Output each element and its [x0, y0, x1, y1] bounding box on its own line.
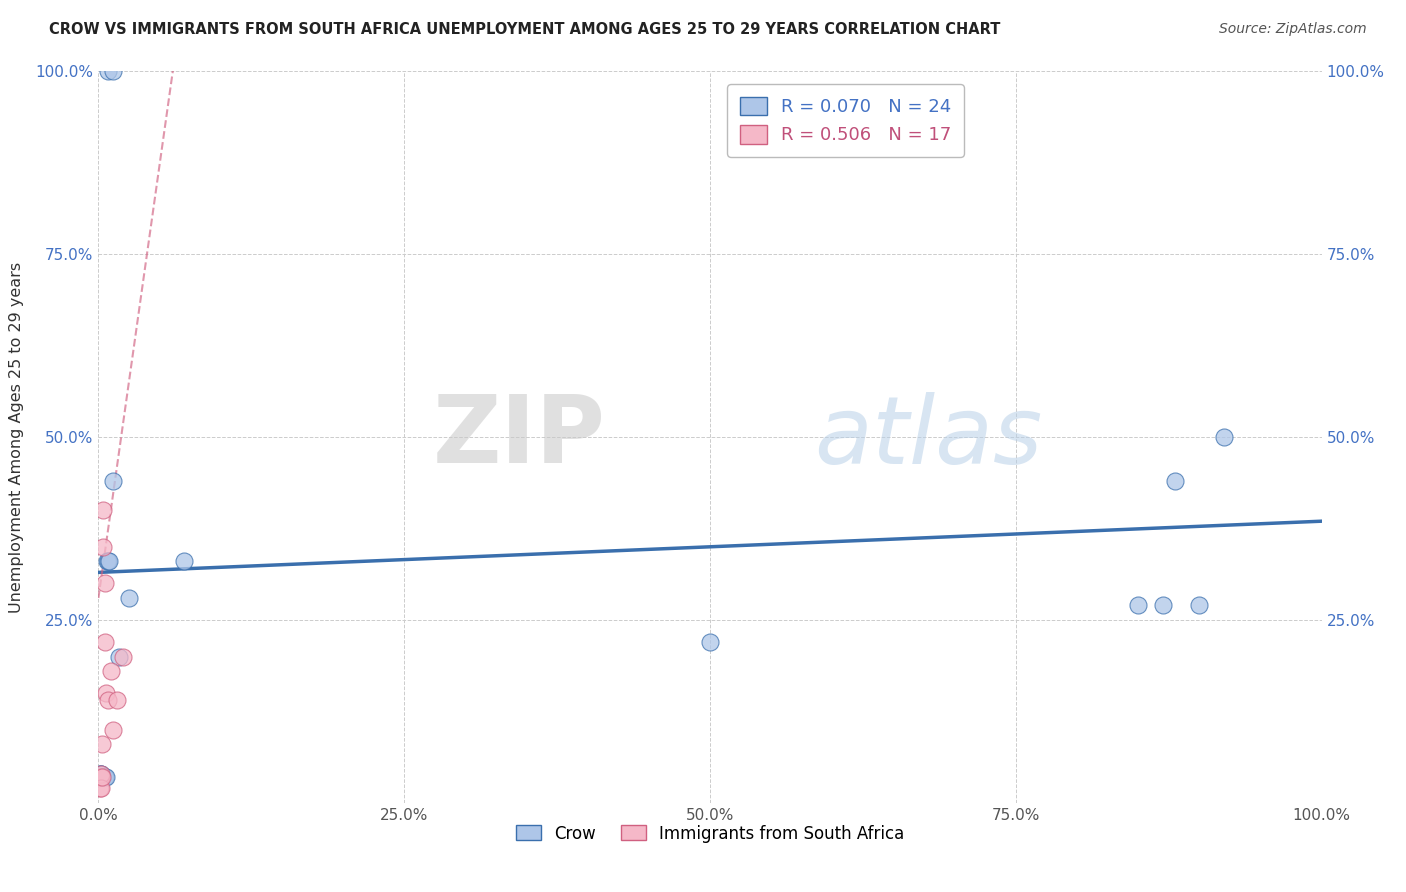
Point [111, 649, 134, 664]
Point [90, 781, 112, 796]
Point [91, 770, 114, 784]
Point [90, 766, 112, 780]
Point [1128, 599, 1150, 613]
Point [91, 770, 114, 784]
Point [91, 737, 114, 751]
Point [1188, 599, 1211, 613]
Point [97, 64, 120, 78]
Point [89, 766, 111, 780]
Point [1164, 474, 1187, 488]
Point [93, 770, 115, 784]
Point [97, 693, 120, 707]
Point [94, 686, 117, 700]
Text: atlas: atlas [814, 392, 1042, 483]
Point [93, 635, 115, 649]
Legend: Crow, Immigrants from South Africa: Crow, Immigrants from South Africa [509, 818, 911, 849]
Y-axis label: Unemployment Among Ages 25 to 29 years: Unemployment Among Ages 25 to 29 years [10, 261, 24, 613]
Point [89, 770, 111, 784]
Point [97, 554, 120, 568]
Point [108, 649, 131, 664]
Point [94, 770, 117, 784]
Point [93, 576, 115, 591]
Point [90, 770, 112, 784]
Point [1152, 599, 1174, 613]
Point [89, 770, 111, 784]
Point [96, 554, 118, 568]
Point [90, 766, 112, 780]
Point [91, 503, 114, 517]
Point [91, 770, 114, 784]
Point [699, 635, 721, 649]
Point [118, 591, 141, 605]
Point [90, 766, 112, 780]
Point [105, 693, 128, 707]
Point [1212, 430, 1234, 444]
Point [101, 64, 124, 78]
Point [91, 770, 114, 784]
Point [101, 474, 124, 488]
Point [101, 723, 124, 737]
Text: Source: ZipAtlas.com: Source: ZipAtlas.com [1219, 22, 1367, 37]
Point [89, 781, 111, 796]
Point [100, 664, 122, 678]
Text: CROW VS IMMIGRANTS FROM SOUTH AFRICA UNEMPLOYMENT AMONG AGES 25 TO 29 YEARS CORR: CROW VS IMMIGRANTS FROM SOUTH AFRICA UNE… [49, 22, 1001, 37]
Point [98, 554, 121, 568]
Text: ZIP: ZIP [433, 391, 606, 483]
Point [173, 554, 195, 568]
Point [91, 540, 114, 554]
